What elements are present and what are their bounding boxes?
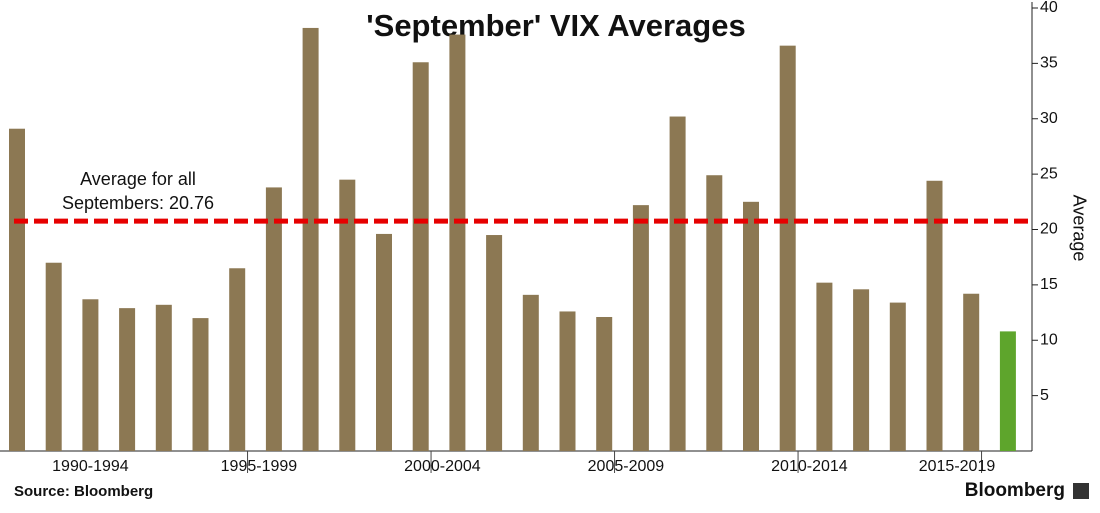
bar bbox=[779, 45, 796, 451]
y-tick-label: 10 bbox=[1040, 331, 1058, 348]
x-group-label: 2005-2009 bbox=[588, 458, 665, 475]
brand-icon bbox=[1073, 483, 1089, 499]
bar bbox=[265, 187, 282, 452]
x-group-label: 1995-1999 bbox=[221, 458, 298, 475]
bar bbox=[155, 304, 172, 451]
bar bbox=[82, 299, 99, 451]
y-tick-label: 25 bbox=[1040, 165, 1058, 182]
bar bbox=[926, 180, 943, 451]
bar bbox=[229, 268, 246, 451]
bar bbox=[45, 262, 62, 451]
chart-title: 'September' VIX Averages bbox=[366, 8, 745, 43]
y-tick-label: 20 bbox=[1040, 221, 1058, 238]
y-tick-label: 30 bbox=[1040, 110, 1058, 127]
bar bbox=[816, 282, 833, 451]
bar bbox=[119, 308, 136, 451]
bar bbox=[9, 128, 25, 451]
bar bbox=[999, 331, 1016, 451]
bar bbox=[559, 311, 576, 451]
x-group-label: 2000-2004 bbox=[404, 458, 481, 475]
source: Source: Bloomberg bbox=[14, 483, 153, 500]
bar bbox=[522, 294, 539, 451]
y-axis-label: Average bbox=[1069, 195, 1089, 262]
bar bbox=[853, 289, 870, 451]
x-group-label: 2015-2019 bbox=[919, 458, 996, 475]
x-group-label: 2010-2014 bbox=[771, 458, 848, 475]
bar bbox=[412, 62, 429, 452]
x-group-label: 1990-1994 bbox=[52, 458, 129, 475]
brand: Bloomberg bbox=[965, 480, 1065, 501]
bar bbox=[963, 293, 980, 451]
y-tick-label: 5 bbox=[1040, 387, 1049, 404]
reference-label: Average for all bbox=[80, 169, 196, 189]
bar bbox=[669, 116, 686, 451]
bar bbox=[743, 201, 759, 451]
bar bbox=[302, 27, 319, 452]
bar bbox=[596, 316, 613, 451]
bar bbox=[706, 175, 723, 452]
bar bbox=[449, 34, 466, 452]
y-tick-label: 40 bbox=[1040, 0, 1058, 16]
bar bbox=[339, 179, 356, 451]
bar bbox=[486, 235, 503, 451]
bar bbox=[632, 205, 649, 451]
y-tick-label: 35 bbox=[1040, 55, 1058, 72]
bar bbox=[889, 302, 906, 451]
reference-label: Septembers: 20.76 bbox=[62, 193, 214, 213]
y-tick-label: 15 bbox=[1040, 276, 1058, 293]
bar bbox=[192, 318, 209, 451]
bar bbox=[376, 233, 392, 451]
